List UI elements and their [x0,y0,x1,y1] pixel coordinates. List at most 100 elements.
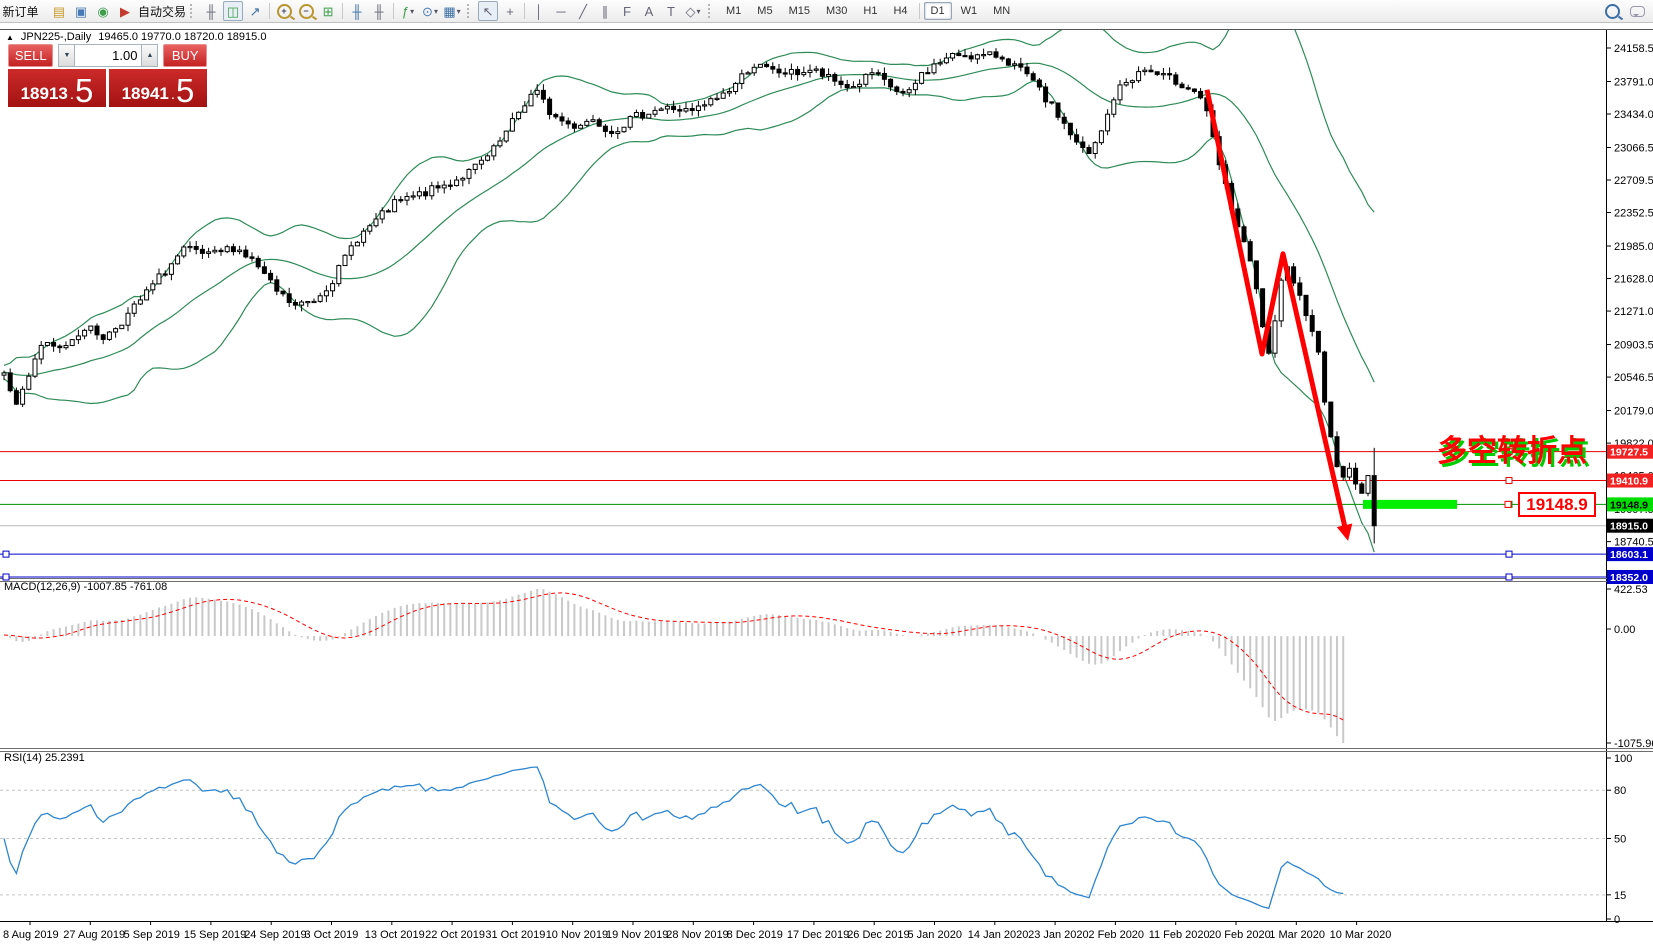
label-tool[interactable]: T [667,3,675,19]
price-tag-19410.9: 19410.9 [1607,473,1653,488]
sell-price-fraction: 5 [75,71,94,109]
autotrade-icon[interactable]: ▶ [120,3,130,19]
sell-price-main: 18913 [20,84,68,103]
line-handle[interactable] [1505,448,1513,456]
tf-m15[interactable]: M15 [788,5,810,17]
tf-m30[interactable]: M30 [825,5,848,17]
grid-button[interactable]: ╫ [374,3,384,19]
indicators-button[interactable]: ƒ ▾ [401,3,415,19]
line-chart-button[interactable]: ↗ [249,3,261,19]
svg-text:0.00: 0.00 [1614,624,1635,636]
tf-m5[interactable]: M5 [757,5,773,17]
macd-panel[interactable] [3,589,1345,743]
separator [524,3,526,19]
svg-text:8 Aug 2019: 8 Aug 2019 [3,929,59,941]
vline-tool[interactable]: │ [534,3,544,19]
line-handle[interactable] [1505,550,1513,558]
hline-tool[interactable]: ─ [556,3,566,19]
svg-text:22352.5: 22352.5 [1614,208,1653,220]
buy-price-main: 18941 [121,84,169,103]
zoom-out-button[interactable]: − [296,1,316,21]
toolbar-grip [190,4,197,18]
terminals-icon[interactable]: ▣ [74,3,88,19]
fibonacci-tool[interactable]: F [623,3,631,19]
svg-text:80: 80 [1614,785,1626,797]
separator [269,3,271,19]
search-icon[interactable] [1605,3,1620,19]
trend-arrow[interactable] [1204,89,1353,541]
volume-decrease-button[interactable]: ▼ [58,44,76,67]
buy-button[interactable]: BUY [163,44,207,67]
tf-d1[interactable]: D1 [923,2,952,20]
channel-tool[interactable]: ∥ [601,3,609,19]
line-handle[interactable] [1505,573,1513,581]
tile-windows-button[interactable]: ⊞ [322,3,334,19]
shapes-tool[interactable]: ◇ ▾ [685,3,701,19]
svg-text:22709.5: 22709.5 [1614,175,1653,187]
trendline-tool[interactable]: ╱ [579,3,587,19]
price-callout-text: 19148.9 [1526,495,1587,514]
tf-h1[interactable]: H1 [863,5,878,17]
rsi-label: RSI(14) 25.2391 [4,752,85,764]
bar-chart-button[interactable]: ╫ [206,3,216,19]
tf-mn[interactable]: MN [993,5,1011,17]
text-tool[interactable]: A [644,3,654,19]
rsi-panel[interactable] [3,766,1344,910]
turning-point-annotation[interactable]: 多空转折点 [1437,435,1587,468]
price-axis[interactable]: 24158.5 23791.0 23434.0 23066.5 22709.5 22352… [1606,43,1653,549]
auto-arrange-button[interactable]: ╫ [352,3,362,19]
price-tag-18915.0: 18915.0 [1607,518,1653,533]
price-tag-18352.0: 18352.0 [1607,570,1653,584]
tf-w1[interactable]: W1 [960,5,978,17]
svg-text:11 Feb 2020: 11 Feb 2020 [1149,929,1210,941]
tf-h4[interactable]: H4 [893,5,908,17]
svg-text:18352.0: 18352.0 [1610,572,1648,584]
main-price-panel[interactable] [3,0,1375,553]
sell-price-panel[interactable]: 18913 . 5 [8,69,106,107]
ohlc-values: 19465.0 19770.0 18720.0 18915.0 [98,31,267,43]
tf-m1[interactable]: M1 [726,5,742,17]
templates-button[interactable]: ▦ ▾ [443,3,461,19]
svg-text:10 Mar 2020: 10 Mar 2020 [1330,929,1392,941]
new-order-label: 新订单 [2,4,39,19]
line-handle[interactable] [1505,477,1513,485]
symbol-marker-icon: ▲ [6,32,14,42]
chat-icon[interactable] [1630,5,1645,17]
periods-button[interactable]: ⊙ ▾ [422,3,438,19]
svg-text:18915.0: 18915.0 [1610,521,1648,533]
svg-text:10 Nov 2019: 10 Nov 2019 [546,929,608,941]
line-handle[interactable] [2,550,10,558]
cursor-tool[interactable]: ↖ [478,1,499,21]
autotrade-label[interactable]: 自动交易 [138,4,187,19]
buy-price-panel[interactable]: 18941 . 5 [109,69,207,107]
svg-text:24 Sep 2019: 24 Sep 2019 [244,929,306,941]
svg-text:18740.5: 18740.5 [1614,537,1653,549]
svg-text:2 Feb 2020: 2 Feb 2020 [1088,929,1144,941]
price-callout-box[interactable] [1518,492,1596,517]
toolbar-grip [708,4,715,18]
svg-text:27 Aug 2019: 27 Aug 2019 [63,929,125,941]
dropdown-arrow-icon: ▾ [696,6,701,16]
sell-button[interactable]: SELL [8,44,54,67]
callout-handle[interactable] [1504,500,1512,508]
svg-text:17 Dec 2019: 17 Dec 2019 [787,929,849,941]
crosshair-tool[interactable]: + [506,3,514,19]
volume-input[interactable] [75,44,142,67]
svg-text:14 Jan 2020: 14 Jan 2020 [968,929,1029,941]
order-book-icon[interactable]: ▤ [52,3,66,19]
broadcast-icon[interactable]: ◉ [97,3,109,19]
new-order-button[interactable]: 新订单 [1,1,47,21]
candle-chart-button[interactable]: ◫ [223,1,244,21]
svg-text:20546.5: 20546.5 [1614,372,1653,384]
toolbar-grip [467,4,474,18]
zoom-out-icon: − [298,3,314,19]
svg-text:1 Mar 2020: 1 Mar 2020 [1269,929,1325,941]
zoom-in-button[interactable]: + [274,1,294,21]
candles[interactable] [1,48,1377,544]
line-handle[interactable] [2,573,10,581]
volume-increase-button[interactable]: ▲ [141,44,159,67]
svg-text:100: 100 [1614,753,1632,765]
